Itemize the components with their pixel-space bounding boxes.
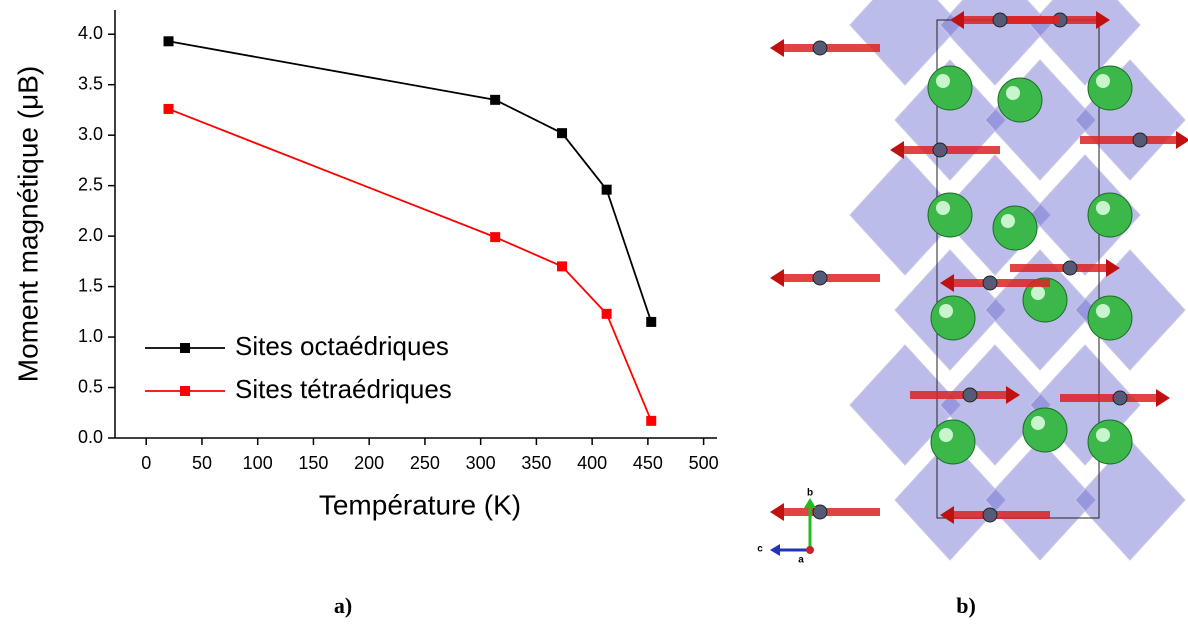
- x-tick-label: 500: [689, 453, 719, 473]
- point: [557, 128, 568, 139]
- atom-highlight: [936, 201, 950, 215]
- atom-green: [927, 192, 973, 238]
- x-tick-label: 200: [354, 453, 384, 473]
- spin-arrow-head: [1156, 389, 1170, 407]
- y-axis-title: Moment magnétique (μB): [12, 66, 43, 383]
- spin-arrow-head: [890, 141, 904, 159]
- atom-highlight: [939, 428, 953, 442]
- spin-arrow-head: [940, 506, 954, 524]
- atom-green: [1087, 295, 1133, 341]
- series-line: [168, 40, 653, 323]
- spin-arrow-head: [950, 11, 964, 29]
- atom-fe: [1062, 260, 1078, 276]
- x-tick-label: 50: [192, 453, 212, 473]
- triad-b-head: [804, 498, 816, 508]
- legend-label: Sites octaédriques: [235, 331, 449, 361]
- atom-highlight: [1031, 286, 1045, 300]
- atom-green: [1087, 419, 1133, 465]
- x-tick-label: 400: [577, 453, 607, 473]
- spin-arrow-head: [1006, 386, 1020, 404]
- x-tick-label: 450: [633, 453, 663, 473]
- octahedron: [894, 439, 1006, 561]
- atom-green: [930, 419, 976, 465]
- octahedron: [849, 0, 961, 86]
- atom-highlight: [1006, 86, 1020, 100]
- octahedron: [1074, 439, 1186, 561]
- y-tick-label: 1.0: [78, 326, 103, 346]
- atom-highlight: [1096, 428, 1110, 442]
- legend-marker: [180, 386, 190, 396]
- spin-arrow-head: [1176, 131, 1188, 149]
- spin-arrow-head: [1106, 259, 1120, 277]
- atom-green: [927, 65, 973, 111]
- point: [646, 316, 657, 327]
- y-tick-label: 3.5: [78, 73, 103, 93]
- atom-green: [930, 295, 976, 341]
- point: [601, 184, 612, 195]
- atom-green: [997, 77, 1043, 123]
- y-tick-label: 1.5: [78, 275, 103, 295]
- atom-highlight: [1096, 304, 1110, 318]
- atom-highlight: [1031, 416, 1045, 430]
- x-tick-label: 150: [298, 453, 328, 473]
- y-tick-label: 2.0: [78, 225, 103, 245]
- spin-arrow-head: [770, 39, 784, 57]
- point: [646, 415, 657, 426]
- atom-highlight: [936, 74, 950, 88]
- atom-fe: [992, 12, 1008, 28]
- point: [490, 232, 501, 243]
- atom-fe: [812, 40, 828, 56]
- panel-label: a): [334, 593, 352, 618]
- point: [163, 103, 174, 114]
- spin-arrow-head: [940, 274, 954, 292]
- atom-highlight: [1096, 201, 1110, 215]
- legend-label: Sites tétraédriques: [235, 374, 452, 404]
- axis-triad: b c a: [757, 488, 816, 566]
- y-tick-label: 3.0: [78, 124, 103, 144]
- spin-arrow-head: [1096, 11, 1110, 29]
- crystal-structure: [770, 0, 1188, 561]
- legend-marker: [180, 343, 190, 353]
- triad-c-head: [770, 544, 780, 556]
- atom-green: [1022, 407, 1068, 453]
- atom-fe: [812, 504, 828, 520]
- x-axis-title: Température (K): [319, 489, 521, 520]
- triad-label: a: [798, 555, 804, 566]
- atom-highlight: [939, 304, 953, 318]
- triad-a: [806, 546, 814, 554]
- triad-label: c: [757, 544, 763, 555]
- spin-arrow-head: [770, 269, 784, 287]
- atom-highlight: [1096, 74, 1110, 88]
- x-tick-label: 100: [243, 453, 273, 473]
- atom-green: [992, 205, 1038, 251]
- point: [490, 94, 501, 105]
- atom-fe: [982, 275, 998, 291]
- x-tick-label: 300: [466, 453, 496, 473]
- atom-green: [1087, 65, 1133, 111]
- triad-label: b: [807, 488, 813, 499]
- atom-fe: [932, 142, 948, 158]
- x-tick-label: 250: [410, 453, 440, 473]
- y-tick-label: 0.5: [78, 376, 103, 396]
- octahedron: [1029, 154, 1141, 276]
- atom-fe: [962, 387, 978, 403]
- point: [601, 308, 612, 319]
- atom-highlight: [1001, 214, 1015, 228]
- atom-fe: [1132, 132, 1148, 148]
- point: [163, 36, 174, 47]
- y-tick-label: 4.0: [78, 23, 103, 43]
- octahedron: [984, 439, 1096, 561]
- y-tick-label: 2.5: [78, 174, 103, 194]
- y-tick-label: 0.0: [78, 427, 103, 447]
- atom-fe: [982, 507, 998, 523]
- atom-green: [1087, 192, 1133, 238]
- spin-arrow-head: [770, 503, 784, 521]
- point: [557, 261, 568, 272]
- x-tick-label: 350: [521, 453, 551, 473]
- panel-label: b): [956, 593, 976, 618]
- x-tick-label: 0: [141, 453, 151, 473]
- atom-fe: [1112, 390, 1128, 406]
- atom-fe: [812, 270, 828, 286]
